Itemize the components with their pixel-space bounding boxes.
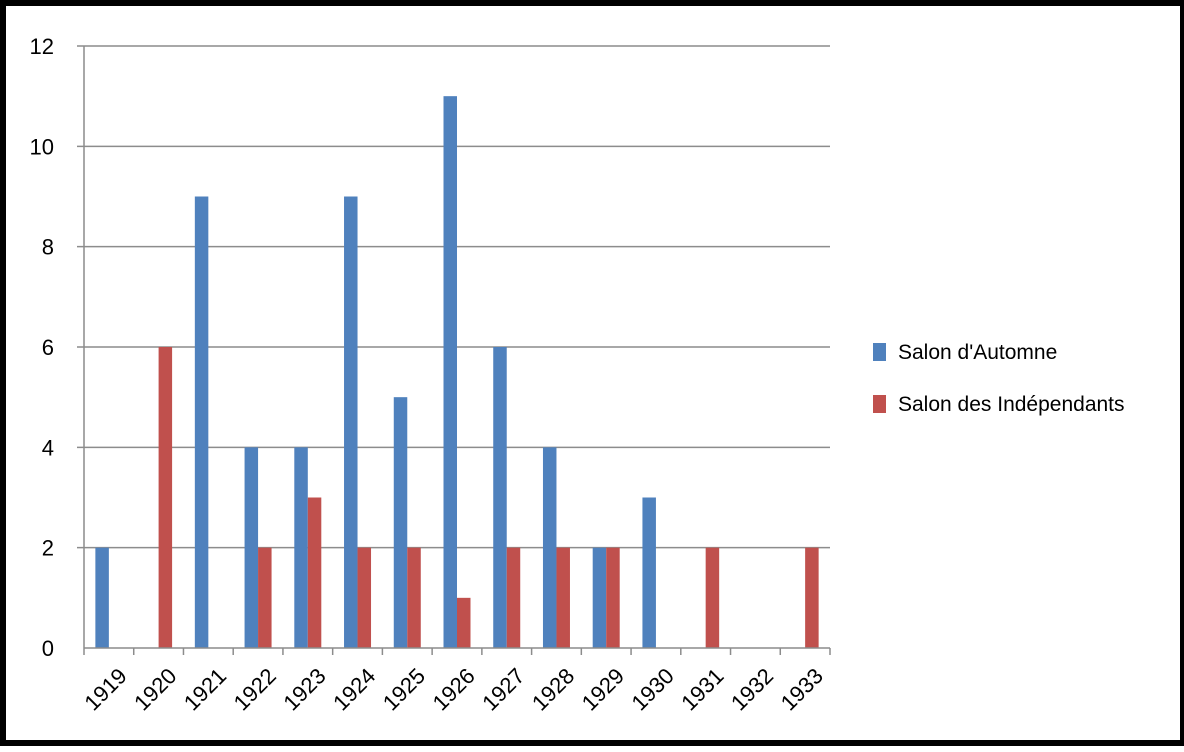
bar-salon-des-independants-1922 bbox=[258, 547, 272, 648]
bar-salon-d-automne-1930 bbox=[642, 497, 656, 648]
x-tick-label: 1933 bbox=[776, 663, 828, 715]
bar-salon-d-automne-1929 bbox=[592, 547, 607, 648]
x-tick-label: 1930 bbox=[626, 663, 678, 715]
bars bbox=[95, 96, 819, 648]
y-tick-label: 2 bbox=[42, 536, 54, 561]
axes bbox=[83, 46, 831, 655]
x-tick-labels: 1919192019211922192319241925192619271928… bbox=[79, 663, 828, 715]
legend-swatch-salon-des-independants bbox=[873, 395, 886, 413]
x-tick-label: 1923 bbox=[278, 663, 330, 715]
bar-salon-d-automne-1926 bbox=[443, 96, 457, 648]
x-tick-label: 1925 bbox=[378, 663, 430, 715]
bar-salon-des-independants-1920 bbox=[158, 347, 173, 648]
bar-salon-d-automne-1925 bbox=[393, 397, 408, 648]
bar-salon-d-automne-1921 bbox=[194, 196, 209, 648]
bar-salon-des-independants-1928 bbox=[556, 547, 570, 648]
y-tick-labels: 0 2 4 6 8 10 12 bbox=[30, 34, 54, 661]
bar-salon-d-automne-1927 bbox=[493, 347, 507, 648]
bar-salon-des-independants-1927 bbox=[506, 547, 521, 648]
x-tick-label: 1931 bbox=[676, 663, 728, 715]
legend-label-salon-d-automne: Salon d'Automne bbox=[898, 341, 1057, 364]
x-tick-label: 1924 bbox=[328, 663, 380, 715]
x-tick-label: 1921 bbox=[179, 663, 231, 715]
legend-swatch-salon-d-automne bbox=[873, 343, 886, 361]
bar-salon-d-automne-1924 bbox=[344, 196, 358, 648]
bar-salon-des-independants-1931 bbox=[705, 547, 720, 648]
bar-salon-d-automne-1923 bbox=[294, 447, 308, 648]
x-tick-label: 1932 bbox=[726, 663, 778, 715]
x-tick-label: 1928 bbox=[527, 663, 579, 715]
y-tick-label: 8 bbox=[42, 235, 54, 260]
legend: Salon d'Automne Salon des Indépendants bbox=[873, 341, 1125, 416]
bar-salon-des-independants-1924 bbox=[357, 547, 372, 648]
bar-salon-d-automne-1919 bbox=[95, 547, 109, 648]
bar-salon-d-automne-1928 bbox=[542, 447, 557, 648]
y-tick-label: 6 bbox=[42, 335, 54, 360]
x-tick-label: 1920 bbox=[129, 663, 181, 715]
bar-salon-des-independants-1926 bbox=[457, 597, 471, 648]
y-tick-label: 4 bbox=[42, 435, 54, 460]
y-tick-label: 12 bbox=[30, 34, 54, 59]
y-tick-label: 10 bbox=[30, 134, 54, 159]
x-tick-label: 1929 bbox=[577, 663, 629, 715]
y-tick-label: 0 bbox=[42, 636, 54, 661]
bar-salon-d-automne-1922 bbox=[244, 447, 259, 648]
bar-salon-des-independants-1929 bbox=[606, 547, 620, 648]
x-tick-label: 1919 bbox=[79, 663, 131, 715]
bar-salon-des-independants-1923 bbox=[307, 497, 322, 648]
x-tick-label: 1927 bbox=[477, 663, 529, 715]
bar-salon-des-independants-1933 bbox=[805, 547, 819, 648]
bar-salon-des-independants-1925 bbox=[407, 547, 421, 648]
x-tick-label: 1926 bbox=[428, 663, 480, 715]
x-tick-label: 1922 bbox=[229, 663, 281, 715]
legend-label-salon-des-independants: Salon des Indépendants bbox=[898, 393, 1125, 416]
